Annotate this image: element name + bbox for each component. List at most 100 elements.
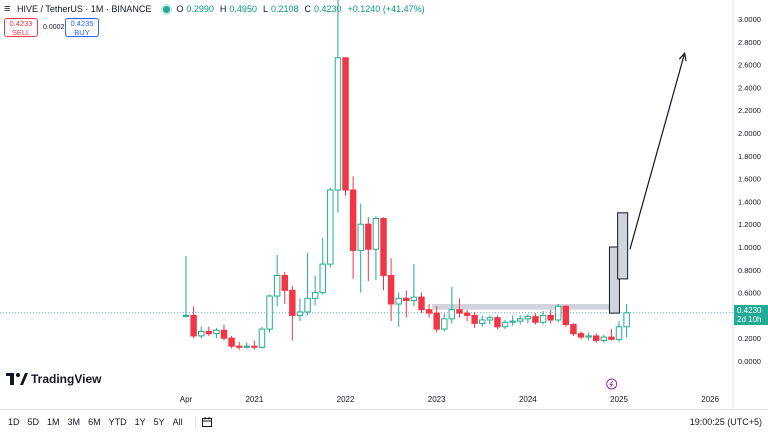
candle-body bbox=[357, 223, 364, 251]
candle-body bbox=[273, 275, 281, 297]
candle bbox=[281, 272, 288, 304]
y-tick-label: 1.6000 bbox=[738, 175, 761, 184]
symbol-title[interactable]: HIVE / TetherUS · 1M · BINANCE bbox=[17, 4, 152, 14]
timeframe-6m[interactable]: 6M bbox=[88, 416, 101, 427]
candle bbox=[562, 305, 570, 327]
candle-body bbox=[251, 345, 258, 348]
candle bbox=[418, 292, 425, 314]
candle bbox=[273, 254, 281, 307]
ohlc-close-value: 0.4230 bbox=[314, 4, 342, 14]
timeframe-5d[interactable]: 5D bbox=[27, 416, 40, 427]
candle bbox=[501, 319, 509, 330]
candle-body bbox=[577, 333, 585, 338]
candle-body bbox=[258, 328, 266, 348]
candle bbox=[524, 314, 532, 324]
candle-body bbox=[380, 218, 387, 276]
projection-arrow-line bbox=[629, 53, 686, 250]
chart-header: ≡ HIVE / TetherUS · 1M · BINANCE O 0.2990… bbox=[0, 0, 560, 18]
candle bbox=[258, 326, 266, 349]
candle bbox=[592, 333, 600, 343]
y-tick-label: 0.0000 bbox=[738, 357, 761, 366]
candle-body bbox=[327, 189, 334, 265]
x-tick-label: Apr bbox=[180, 395, 193, 404]
calendar-icon[interactable] bbox=[201, 416, 212, 427]
symbol-menu-icon[interactable]: ≡ bbox=[4, 3, 11, 15]
candle-body bbox=[213, 329, 220, 335]
ohlc-open-key: O bbox=[176, 4, 184, 14]
candle-body bbox=[554, 305, 562, 321]
x-tick-label: 2021 bbox=[245, 395, 263, 404]
candle-body bbox=[433, 312, 440, 330]
candle-body bbox=[228, 337, 235, 347]
candle-body bbox=[448, 309, 456, 320]
tradingview-logo[interactable]: TradingView bbox=[6, 372, 101, 386]
candle bbox=[395, 292, 402, 327]
ohlc-close-key: C bbox=[304, 4, 312, 14]
candle-body bbox=[349, 189, 357, 251]
price-chart[interactable]: 3.2000 3.0000 2.8000 2.6000 2.4000 2.2000 2.00… bbox=[0, 0, 768, 409]
candle bbox=[319, 237, 326, 295]
buy-button[interactable]: 0.4235 BUY bbox=[65, 18, 99, 37]
candle-body bbox=[486, 317, 494, 321]
timeframe-3m[interactable]: 3M bbox=[67, 416, 81, 427]
candle bbox=[220, 324, 228, 341]
timeframe-1m[interactable]: 1M bbox=[47, 416, 60, 427]
candle bbox=[380, 217, 387, 291]
y-tick-label: 1.2000 bbox=[738, 220, 761, 229]
clock[interactable]: 19:00:25 (UTC+5) bbox=[689, 416, 762, 427]
timeframe-1d[interactable]: 1D bbox=[8, 416, 20, 427]
candle-body bbox=[410, 296, 418, 302]
last-price-tag: 0.4230 2d 10h bbox=[734, 304, 768, 325]
candle-body bbox=[220, 329, 228, 339]
y-tick-label: 1.8000 bbox=[738, 152, 761, 161]
y-tick-label: 0.8000 bbox=[738, 266, 761, 275]
candle bbox=[585, 332, 592, 341]
candle bbox=[600, 334, 608, 343]
ohlc-low-key: L bbox=[262, 4, 268, 14]
candle-body bbox=[562, 305, 570, 326]
candle-body bbox=[403, 297, 410, 302]
candle bbox=[266, 294, 273, 333]
projection-candle bbox=[617, 212, 629, 280]
candle-body bbox=[266, 295, 273, 330]
x-tick-label: 2022 bbox=[337, 395, 355, 404]
timeframe-all[interactable]: All bbox=[172, 416, 183, 427]
candle bbox=[547, 309, 554, 324]
candle-body bbox=[334, 57, 342, 191]
candle-body bbox=[608, 336, 615, 340]
candle-body bbox=[441, 318, 448, 330]
candle-body bbox=[365, 223, 372, 250]
timeframe-5y[interactable]: 5Y bbox=[153, 416, 165, 427]
candle bbox=[357, 203, 364, 293]
candle-body bbox=[425, 309, 433, 314]
last-price-value: 0.4230 bbox=[737, 305, 762, 315]
sell-price: 0.4233 bbox=[9, 19, 33, 28]
candle bbox=[471, 311, 478, 328]
candle-body bbox=[387, 275, 395, 305]
candle bbox=[311, 275, 319, 306]
candle bbox=[182, 256, 190, 318]
candle bbox=[554, 304, 562, 323]
y-tick-label: 1.4000 bbox=[738, 197, 761, 206]
candle-body bbox=[623, 312, 630, 328]
ohlc-low-value: 0.2108 bbox=[270, 4, 299, 14]
y-tick-label: 0.6000 bbox=[738, 289, 761, 298]
y-tick-label: 2.6000 bbox=[738, 61, 761, 70]
candle-body bbox=[418, 296, 425, 311]
candle-body bbox=[456, 309, 463, 314]
timeframe-1y[interactable]: 1Y bbox=[134, 416, 146, 427]
candle bbox=[532, 313, 539, 325]
y-tick-label: 2.4000 bbox=[738, 83, 761, 92]
lightning-icon bbox=[609, 380, 614, 388]
candle bbox=[608, 329, 615, 341]
sell-button[interactable]: 0.4233 SELL bbox=[4, 18, 38, 37]
candle-body bbox=[592, 335, 600, 341]
timeframe-ytd[interactable]: YTD bbox=[108, 416, 127, 427]
candle bbox=[539, 310, 547, 325]
candle bbox=[205, 326, 213, 336]
candle-body bbox=[463, 312, 471, 316]
ohlc-change: +0.1240 (+41.47%) bbox=[347, 4, 425, 14]
x-tick-label: 2026 bbox=[701, 395, 719, 404]
logo-text: TradingView bbox=[31, 372, 102, 386]
candle-body bbox=[517, 318, 524, 322]
